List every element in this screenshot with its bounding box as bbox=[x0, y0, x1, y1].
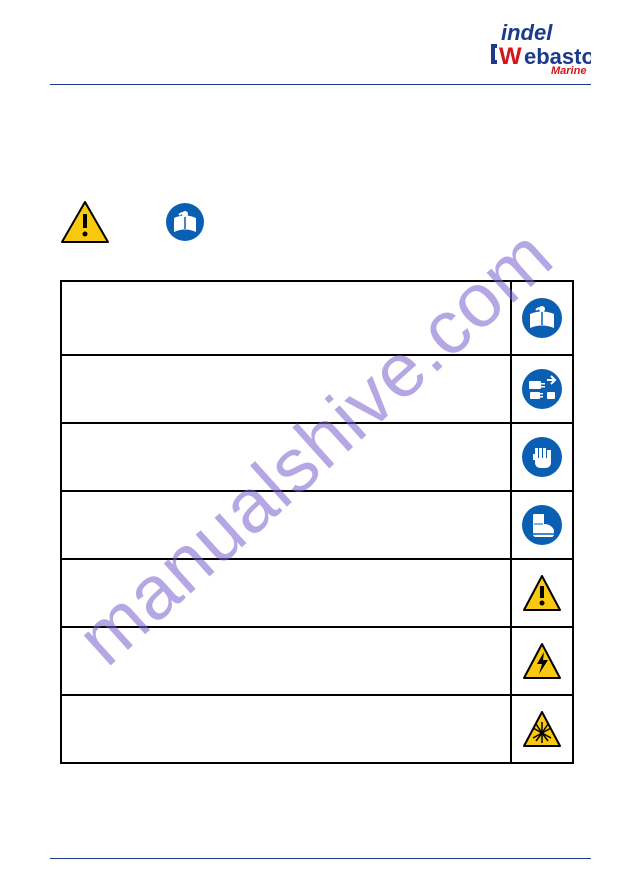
read-manual-icon bbox=[165, 202, 205, 242]
row-icon-cell bbox=[510, 560, 572, 626]
page: indel W ebasto Marine bbox=[0, 0, 629, 893]
safety-signs-table bbox=[60, 280, 574, 764]
table-row bbox=[62, 628, 572, 696]
table-row bbox=[62, 696, 572, 762]
row-description bbox=[62, 492, 510, 558]
disconnect-plug-icon bbox=[521, 368, 563, 410]
read-manual-icon bbox=[521, 297, 563, 339]
table-row bbox=[62, 356, 572, 424]
top-icon-row bbox=[60, 200, 205, 244]
table-row bbox=[62, 282, 572, 356]
wear-boots-icon bbox=[521, 504, 563, 546]
row-description bbox=[62, 560, 510, 626]
row-description bbox=[62, 628, 510, 694]
warning-triangle-icon bbox=[60, 200, 110, 244]
row-icon-cell bbox=[510, 492, 572, 558]
footer-rule bbox=[50, 858, 591, 859]
row-icon-cell bbox=[510, 628, 572, 694]
header-rule bbox=[50, 84, 591, 85]
table-row bbox=[62, 424, 572, 492]
row-icon-cell bbox=[510, 282, 572, 354]
row-description bbox=[62, 424, 510, 490]
logo-w: W bbox=[499, 43, 522, 70]
laser-hazard-icon bbox=[521, 708, 563, 750]
logo-marine: Marine bbox=[551, 65, 586, 75]
general-warning-icon bbox=[521, 572, 563, 614]
row-description bbox=[62, 282, 510, 354]
row-icon-cell bbox=[510, 424, 572, 490]
electrical-hazard-icon bbox=[521, 640, 563, 682]
row-icon-cell bbox=[510, 696, 572, 762]
row-icon-cell bbox=[510, 356, 572, 422]
wear-gloves-icon bbox=[521, 436, 563, 478]
brand-logo: indel W ebasto Marine bbox=[461, 20, 591, 75]
table-row bbox=[62, 492, 572, 560]
row-description bbox=[62, 696, 510, 762]
table-row bbox=[62, 560, 572, 628]
row-description bbox=[62, 356, 510, 422]
logo-text-indel: indel bbox=[501, 20, 553, 45]
